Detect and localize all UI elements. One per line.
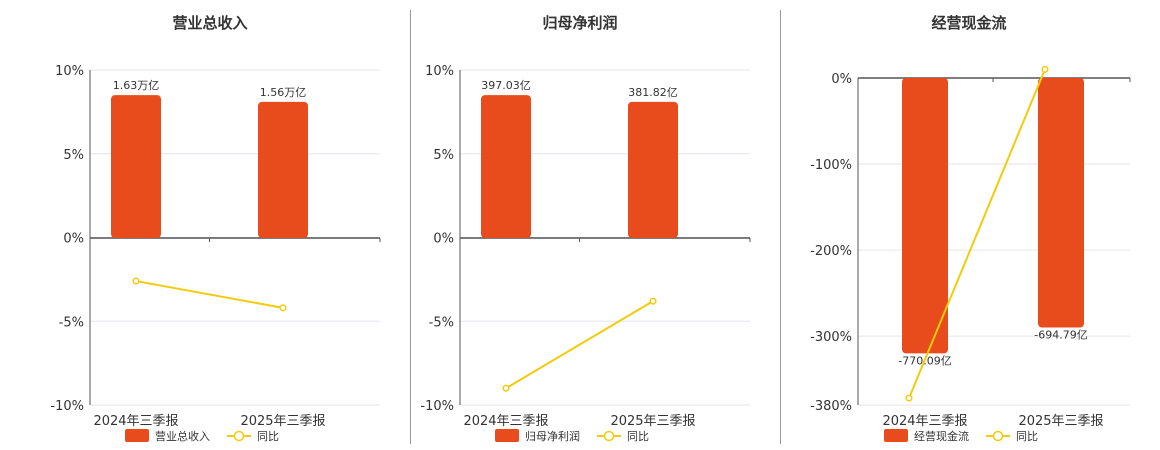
yoy-point xyxy=(905,394,913,402)
legend-bar-label: 经营现金流 xyxy=(914,429,969,443)
yoy-point xyxy=(649,297,657,305)
legend-bar-label: 归母净利润 xyxy=(525,429,580,443)
x-category-label: 2025年三季报 xyxy=(1018,414,1103,429)
yoy-point xyxy=(132,277,140,285)
x-category-label: 2024年三季报 xyxy=(463,414,548,429)
chart-panel-net-profit: 归母净利润 10% 5% 0% -5% -10% 397.03亿 381.82亿 2024年三季… xyxy=(410,0,780,450)
yoy-line xyxy=(135,280,284,309)
y-tick-label: -5% xyxy=(429,315,454,330)
chart-svg-revenue: 营业总收入 10% 5% 0% -5% -10% 1.63万亿 1.56万亿 2024年三季报 2… xyxy=(50,14,381,443)
chart-svg-net-profit: 归母净利润 10% 5% 0% -5% -10% 397.03亿 381.82亿 2024年三季… xyxy=(420,14,751,443)
bar xyxy=(258,101,308,238)
legend-line-marker xyxy=(233,430,245,442)
yoy-point xyxy=(1041,65,1049,73)
chart-panel-cash-flow: 经营现金流 0% -100% -200% -300% -380% -770.09亿 -694.… xyxy=(780,0,1150,450)
legend-bar-swatch xyxy=(125,429,149,442)
bar-data-label: 1.56万亿 xyxy=(260,86,307,99)
legend-bar-label: 营业总收入 xyxy=(155,429,210,443)
panel-divider-1 xyxy=(410,10,411,444)
bar xyxy=(628,101,678,238)
y-tick-label: -5% xyxy=(59,315,84,330)
legend-bar-swatch xyxy=(495,429,519,442)
bar xyxy=(1038,78,1084,328)
y-tick-label: -10% xyxy=(420,399,454,414)
bar-data-label: 381.82亿 xyxy=(628,86,678,99)
bar xyxy=(481,95,531,238)
chart-svg-cash-flow: 经营现金流0%-100%-200%-300%-380%-770.09亿-694.… xyxy=(810,14,1131,443)
chart-title: 营业总收入 xyxy=(172,14,247,32)
bar-data-label: 1.63万亿 xyxy=(113,79,160,92)
panel-divider-2 xyxy=(780,10,781,444)
chart-title: 归母净利润 xyxy=(542,14,617,32)
legend-line-label: 同比 xyxy=(257,430,279,443)
y-tick-label: 0% xyxy=(831,72,852,87)
bar-data-label: -694.79亿 xyxy=(1034,329,1087,342)
chart-panel-revenue: 营业总收入 10% 5% 0% -5% -10% 1.63万亿 1.56万亿 2024年三季报 2… xyxy=(40,0,410,450)
y-tick-label: 0% xyxy=(63,232,84,247)
y-tick-label: -100% xyxy=(810,158,852,173)
y-tick-label: 5% xyxy=(433,148,454,163)
y-tick-label: 0% xyxy=(433,232,454,247)
y-tick-label: 10% xyxy=(55,64,84,79)
x-category-label: 2024年三季报 xyxy=(882,414,967,429)
bar xyxy=(902,78,948,354)
y-tick-label: 10% xyxy=(425,64,454,79)
y-tick-label: -380% xyxy=(810,399,852,414)
yoy-point xyxy=(279,304,287,312)
y-tick-label: -300% xyxy=(810,330,852,345)
x-category-label: 2024年三季报 xyxy=(93,414,178,429)
legend-line-label: 同比 xyxy=(627,430,649,443)
legend-line-marker xyxy=(603,430,615,442)
yoy-line xyxy=(908,69,1046,399)
legend-bar-swatch xyxy=(884,429,908,442)
bar-data-label: 397.03亿 xyxy=(481,79,531,92)
bar xyxy=(111,95,161,238)
yoy-point xyxy=(502,384,510,392)
y-tick-label: -200% xyxy=(810,244,852,259)
chart-title: 经营现金流 xyxy=(931,14,1006,32)
y-tick-label: 5% xyxy=(63,148,84,163)
x-category-label: 2025年三季报 xyxy=(240,414,325,429)
legend-line-marker xyxy=(992,430,1004,442)
legend-line-label: 同比 xyxy=(1016,430,1038,443)
y-tick-label: -10% xyxy=(50,399,84,414)
yoy-line xyxy=(505,300,654,390)
x-category-label: 2025年三季报 xyxy=(610,414,695,429)
